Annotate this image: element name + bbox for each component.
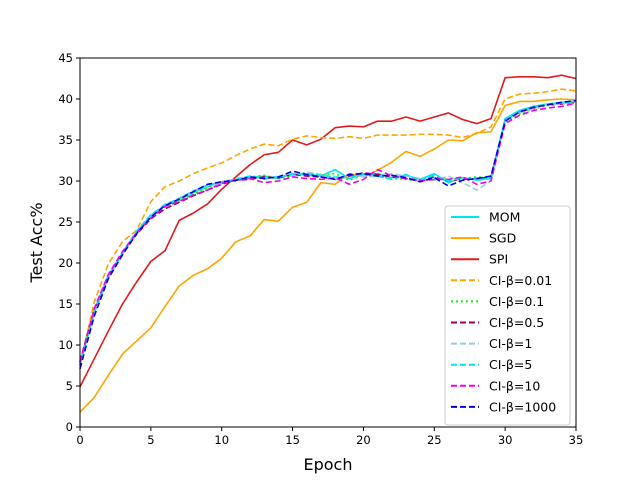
legend-label-7: CI-β=5 <box>489 357 532 372</box>
legend-label-9: CI-β=1000 <box>489 399 556 414</box>
y-tick-label-6: 30 <box>58 174 73 188</box>
legend-label-5: CI-β=0.5 <box>489 315 544 330</box>
y-tick-label-3: 15 <box>58 297 73 311</box>
legend-label-0: MOM <box>489 210 520 225</box>
series-line-3 <box>79 88 577 366</box>
legend-label-8: CI-β=10 <box>489 378 540 393</box>
x-tick-label-3: 15 <box>285 433 300 447</box>
x-tick-label-1: 5 <box>147 433 154 447</box>
series-line-9 <box>79 99 577 369</box>
y-tick-label-0: 0 <box>66 420 73 434</box>
y-tick-label-5: 25 <box>58 215 73 229</box>
x-tick-label-0: 0 <box>76 433 83 447</box>
legend-label-3: CI-β=0.01 <box>489 273 552 288</box>
x-tick-label-6: 30 <box>498 433 513 447</box>
x-tick-label-7: 35 <box>569 433 584 447</box>
series-line-2 <box>79 74 577 388</box>
y-tick-label-4: 20 <box>58 256 73 270</box>
series-line-1 <box>79 98 577 413</box>
y-axis-title: Test Acc% <box>27 202 46 283</box>
y-tick-label-7: 35 <box>58 133 73 147</box>
legend-label-6: CI-β=1 <box>489 336 532 351</box>
y-tick-label-9: 45 <box>58 51 73 65</box>
legend-label-2: SPI <box>489 252 508 267</box>
y-tick-label-8: 40 <box>58 92 73 106</box>
y-tick-label-2: 10 <box>58 338 73 352</box>
x-tick-label-5: 25 <box>427 433 442 447</box>
y-tick-label-1: 5 <box>66 379 73 393</box>
plot-frame <box>79 57 577 428</box>
x-tick-label-4: 20 <box>356 433 371 447</box>
legend-label-1: SGD <box>489 231 516 246</box>
legend-box <box>444 205 571 426</box>
x-tick-label-2: 10 <box>214 433 229 447</box>
x-axis-title: Epoch <box>304 455 353 474</box>
legend: MOM SGD SPI CI-β=0.01 CI-β=0.1 CI-β=0.5 CI-β=1… <box>444 205 571 426</box>
legend-label-4: CI-β=0.1 <box>489 294 544 309</box>
ticks-layer: 0 5 10 15 20 25 30 35 0 5 10 15 20 25 30 35 40 45 <box>58 51 583 447</box>
series-layer <box>79 74 577 413</box>
series-line-8 <box>79 102 577 363</box>
